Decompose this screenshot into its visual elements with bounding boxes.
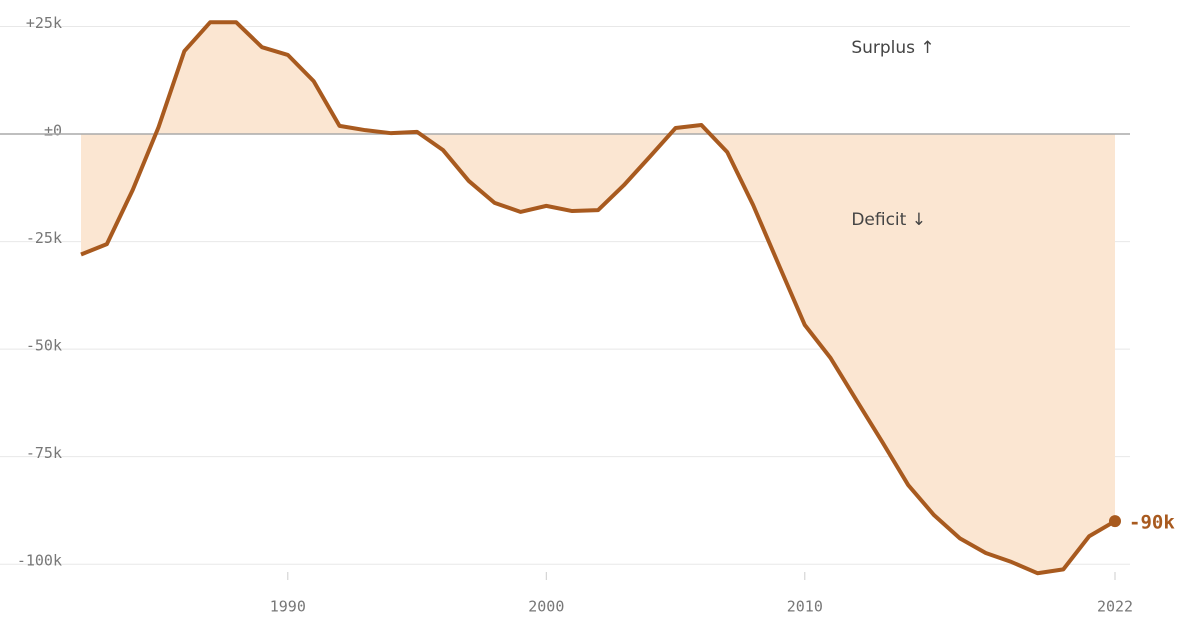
y-tick-label: -75k	[26, 444, 62, 462]
value-label: -90k	[1129, 512, 1175, 534]
end-dot	[1109, 515, 1121, 528]
y-tick-label: -100k	[17, 552, 62, 570]
y-tick-label: -50k	[26, 337, 62, 355]
line	[80, 20, 1117, 576]
annotation: Deficit ↓	[851, 210, 926, 230]
x-tick-label: 2010	[787, 598, 823, 616]
y-tick-label: ±0	[44, 122, 62, 140]
x-tick-label: 1990	[270, 598, 306, 616]
area	[81, 22, 1115, 574]
x-tick-label: 2022	[1097, 598, 1133, 616]
y-tick-label: +25k	[26, 14, 62, 32]
y-tick-label: -25k	[26, 229, 62, 247]
x-tick-label: 2000	[528, 598, 564, 616]
annotation: Surplus ↑	[851, 38, 934, 58]
